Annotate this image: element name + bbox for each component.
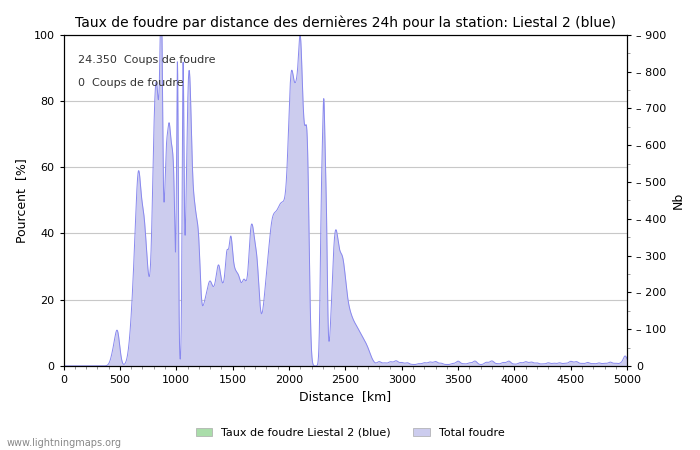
Title: Taux de foudre par distance des dernières 24h pour la station: Liestal 2 (blue): Taux de foudre par distance des dernière…	[75, 15, 616, 30]
Y-axis label: Pourcent  [%]: Pourcent [%]	[15, 158, 28, 243]
Text: 24.350  Coups de foudre: 24.350 Coups de foudre	[78, 55, 215, 65]
Text: 0  Coups de foudre: 0 Coups de foudre	[78, 78, 183, 88]
X-axis label: Distance  [km]: Distance [km]	[300, 391, 391, 404]
Legend: Taux de foudre Liestal 2 (blue), Total foudre: Taux de foudre Liestal 2 (blue), Total f…	[191, 423, 509, 442]
Y-axis label: Nb: Nb	[672, 192, 685, 209]
Text: www.lightningmaps.org: www.lightningmaps.org	[7, 438, 122, 448]
